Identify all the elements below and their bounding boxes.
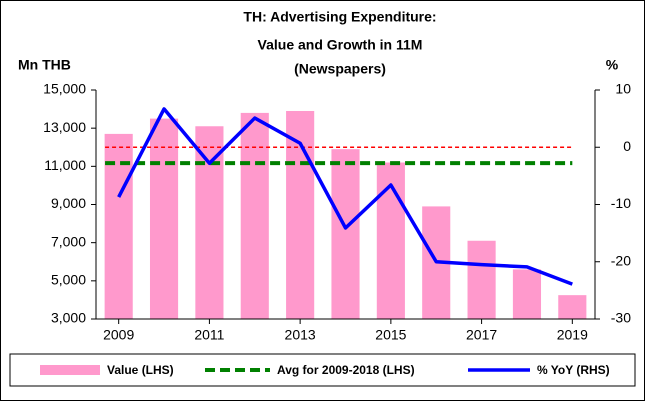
x-tick-label: 2019 — [557, 327, 588, 343]
legend-label: Avg for 2009-2018 (LHS) — [277, 363, 415, 377]
bar — [149, 118, 179, 319]
bar — [331, 149, 360, 319]
y2-tick-label: 10 — [615, 81, 631, 97]
chart-title: Value and Growth in 11M — [258, 37, 423, 53]
x-tick-label: 2013 — [285, 327, 316, 343]
y2-tick-label: -30 — [611, 310, 631, 326]
y-tick-label: 3,000 — [51, 310, 86, 326]
y-tick-label: 9,000 — [51, 195, 86, 211]
chart-title: TH: Advertising Expenditure: — [243, 9, 436, 25]
bar — [195, 126, 224, 319]
x-tick-label: 2017 — [466, 327, 497, 343]
y-tick-label: 11,000 — [44, 157, 86, 173]
y2-tick-label: -10 — [611, 195, 631, 211]
y2-axis-label: % — [606, 57, 619, 73]
chart-title: (Newspapers) — [294, 61, 386, 77]
y-tick-label: 5,000 — [51, 272, 86, 288]
yoy-line — [117, 107, 573, 286]
bar — [376, 162, 405, 319]
y-tick-label: 15,000 — [43, 81, 86, 97]
x-tick-label: 2011 — [194, 327, 224, 343]
y2-tick-label: -20 — [611, 252, 631, 268]
legend-box — [9, 353, 636, 387]
bar — [558, 295, 587, 319]
y-tick-label: 13,000 — [43, 119, 86, 135]
x-tick-label: 2015 — [375, 327, 406, 343]
bar — [512, 269, 542, 319]
y-axis-label: Mn THB — [18, 57, 71, 73]
bar — [467, 240, 496, 319]
x-tick-label: 2009 — [103, 327, 134, 343]
bar — [240, 112, 269, 320]
y2-tick-label: 0 — [623, 138, 631, 154]
legend-label: % YoY (RHS) — [537, 363, 610, 377]
y-tick-label: 7,000 — [51, 233, 86, 249]
legend-label: Value (LHS) — [107, 363, 174, 377]
legend-swatch — [40, 365, 100, 375]
